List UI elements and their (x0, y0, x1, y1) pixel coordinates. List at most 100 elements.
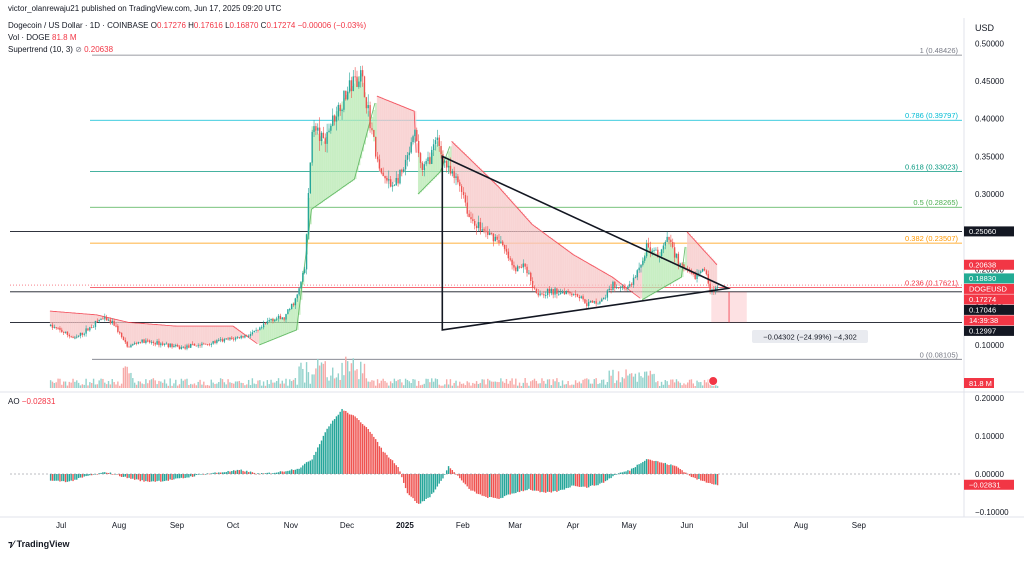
ao-bar (664, 462, 666, 474)
supertrend-fill (206, 326, 210, 344)
ao-bar (376, 441, 379, 474)
candle-body (214, 341, 216, 344)
currency-label[interactable]: USD (975, 23, 995, 33)
candle-body (541, 293, 543, 295)
eye-off-icon[interactable]: ⊘ (75, 45, 82, 54)
candle-body (175, 345, 177, 346)
ao-bar (638, 464, 640, 474)
volume-bar (515, 378, 517, 388)
supertrend-fill (214, 326, 217, 343)
volume-bar (210, 379, 212, 388)
ao-bar (528, 474, 530, 489)
candle-body (303, 269, 306, 273)
volume-bar (563, 384, 566, 388)
ao-bar (614, 474, 616, 475)
candle-body (709, 283, 711, 292)
ao-bar (587, 474, 590, 488)
supertrend-fill (391, 102, 394, 185)
supertrend-fill (528, 220, 531, 275)
ao-bar (442, 474, 444, 479)
candle-body (498, 239, 500, 243)
volume-bar (324, 361, 326, 388)
symbol-legend[interactable]: Dogecoin / US Dollar · 1D · COINBASE O0.… (8, 21, 366, 31)
ao-bar (468, 474, 470, 489)
supertrend-fill (182, 326, 185, 348)
candle-body (604, 297, 607, 299)
ao-bar (382, 451, 384, 474)
volume-bar (627, 375, 629, 388)
supertrend-fill (152, 324, 155, 343)
volume-bar (363, 363, 366, 388)
candle-body (552, 289, 554, 295)
volume-legend[interactable]: Vol · DOGE 81.8 M (8, 33, 77, 43)
ao-bar (627, 470, 629, 474)
ao-bar (104, 472, 106, 474)
candle-body (92, 326, 95, 328)
ao-legend[interactable]: AO −0.02831 (8, 397, 55, 407)
ao-bar (188, 474, 190, 478)
ao-bar (367, 429, 369, 474)
ao-bar (429, 474, 431, 498)
volume-bar (604, 384, 607, 388)
ao-bar (124, 474, 127, 477)
ao-bar (531, 474, 534, 491)
ao-bar (451, 470, 453, 474)
ao-bar (74, 474, 76, 480)
supertrend-fill (673, 252, 677, 282)
candle-body (571, 293, 573, 296)
ao-bar (126, 474, 128, 479)
candle-body (119, 332, 121, 333)
supertrend-fill (128, 322, 131, 347)
price-badge-label: 0.20638 (969, 261, 996, 270)
candle-body (617, 287, 620, 289)
volume-bar (571, 384, 573, 388)
volume-bar (459, 381, 461, 388)
volume-bar (98, 380, 100, 388)
volume-bar (397, 379, 399, 388)
volume-bar (244, 385, 246, 388)
time-tick-label: Jun (681, 521, 694, 530)
supertrend-fill (204, 326, 208, 345)
volume-bar (303, 382, 306, 388)
ao-bar (604, 474, 607, 482)
ao-bar (617, 473, 620, 474)
ao-bar (326, 428, 328, 474)
volume-bar (709, 382, 711, 388)
ao-bar (175, 474, 177, 479)
ao-bar (322, 435, 325, 474)
volume-bar (81, 384, 84, 388)
supertrend-fill (348, 88, 352, 183)
supertrend-fill (533, 225, 536, 288)
volume-bar (440, 385, 442, 388)
supertrend-fill (356, 78, 359, 173)
supertrend-fill (546, 235, 550, 293)
volume-bar (186, 378, 188, 388)
supertrend-fill (57, 311, 60, 330)
supertrend-fill (360, 73, 363, 159)
volume-bar (410, 383, 412, 388)
candle-body (51, 324, 54, 328)
supertrend-fill (593, 266, 596, 303)
volume-bar (556, 378, 558, 388)
candle-body (219, 339, 222, 341)
supertrend-fill (616, 279, 619, 286)
volume-bar (670, 379, 672, 388)
supertrend-fill (447, 151, 451, 172)
time-tick-label: Oct (227, 521, 240, 530)
supertrend-fill (664, 244, 667, 287)
supertrend-fill (696, 242, 699, 275)
volume-bar (361, 373, 364, 388)
supertrend-legend[interactable]: Supertrend (10, 3) ⊘ 0.20638 (8, 45, 113, 55)
ao-bar (709, 474, 711, 484)
candle-body (389, 179, 392, 187)
supertrend-fill (358, 75, 361, 166)
tradingview-logo[interactable]: ⁊⁄ TradingView (8, 539, 70, 550)
supertrend-fill (171, 325, 174, 346)
ao-bar (290, 469, 293, 474)
volume-bar (531, 380, 534, 388)
candle-body (376, 156, 379, 160)
ao-bar (507, 474, 510, 495)
supertrend-fill (277, 318, 281, 338)
